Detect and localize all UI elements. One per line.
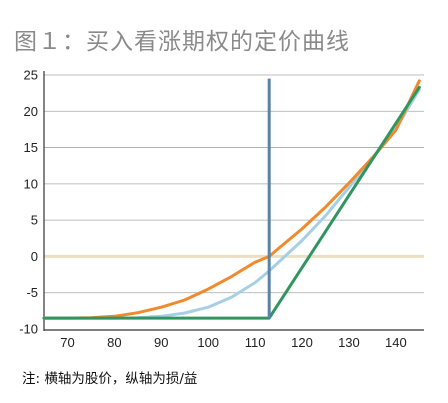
y-tick-label: 0 bbox=[31, 249, 38, 264]
x-tick-label: 130 bbox=[338, 335, 360, 350]
y-tick-label: -10 bbox=[19, 322, 38, 337]
series-line bbox=[42, 88, 421, 320]
y-tick-label: -5 bbox=[26, 285, 38, 300]
y-tick-label: 5 bbox=[31, 213, 38, 228]
grid-lines bbox=[44, 74, 424, 294]
series-line bbox=[42, 85, 421, 320]
x-tick-label: 140 bbox=[385, 335, 407, 350]
series-lines bbox=[42, 78, 421, 320]
axes bbox=[43, 71, 424, 331]
y-tick-label: 25 bbox=[24, 68, 38, 83]
x-tick-label: 110 bbox=[245, 335, 266, 350]
y-tick-label: 15 bbox=[24, 140, 38, 155]
x-tick-label: 120 bbox=[291, 335, 313, 350]
y-tick-label: 20 bbox=[24, 104, 38, 119]
x-tick-label: 100 bbox=[197, 335, 219, 350]
x-tick-label: 90 bbox=[154, 335, 168, 350]
chart-title: 图１：买入看涨期权的定价曲线 bbox=[14, 29, 350, 55]
y-tick-label: 10 bbox=[24, 176, 38, 191]
x-tick-label: 70 bbox=[60, 335, 74, 350]
x-tick-label: 80 bbox=[107, 335, 121, 350]
axis-note: 注: 横轴为股价，纵轴为损/益 bbox=[22, 371, 198, 387]
series-line bbox=[42, 79, 421, 320]
tick-labels: 25 20 15 10 5 0 -5 -10 70 80 90 100 110 120 130 140 bbox=[19, 68, 407, 351]
